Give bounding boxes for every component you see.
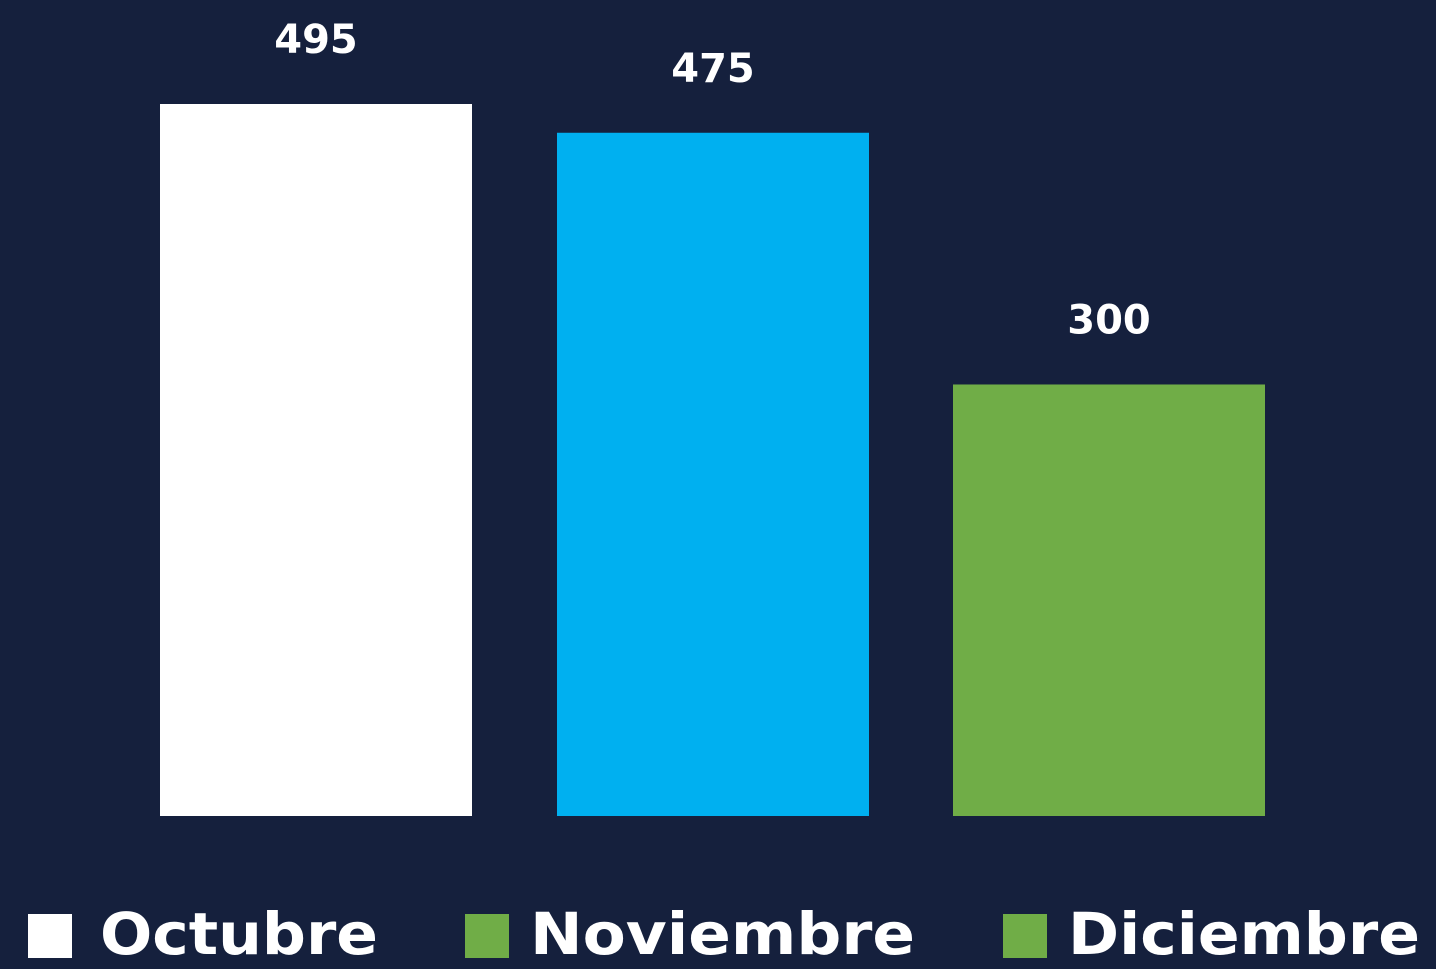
legend-label: Diciembre — [1068, 900, 1420, 968]
value-label: 475 — [671, 46, 755, 92]
legend-swatch — [28, 914, 72, 958]
legend-label: Octubre — [100, 900, 378, 968]
legend-label: Noviembre — [530, 900, 915, 968]
legend-swatch — [1003, 914, 1047, 958]
legend-swatch — [465, 914, 509, 958]
bar — [160, 104, 472, 816]
value-label: 300 — [1067, 297, 1151, 343]
value-label: 495 — [274, 17, 358, 63]
bar — [953, 384, 1265, 816]
bar — [557, 132, 869, 816]
